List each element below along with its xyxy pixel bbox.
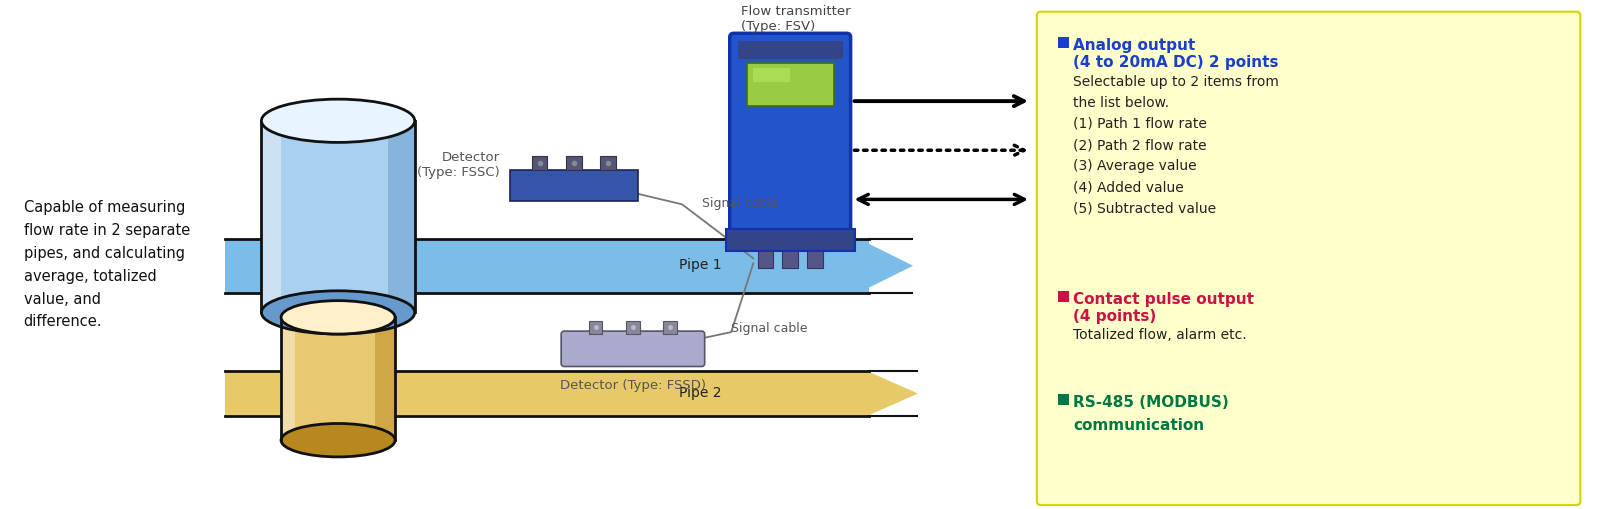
Ellipse shape [261, 291, 414, 334]
Bar [282, 318, 395, 440]
Bar [664, 322, 677, 334]
Ellipse shape [282, 423, 395, 457]
Text: Pipe 1: Pipe 1 [678, 257, 722, 271]
Bar [1059, 394, 1069, 405]
Text: Detector: Detector [442, 151, 501, 164]
Text: Capable of measuring
flow rate in 2 separate
pipes, and calculating
average, tot: Capable of measuring flow rate in 2 sepa… [24, 200, 190, 329]
FancyBboxPatch shape [747, 64, 834, 107]
Polygon shape [387, 122, 414, 313]
Bar [226, 372, 869, 416]
Text: Analog output: Analog output [1074, 38, 1195, 53]
Bar [758, 251, 773, 269]
Bar [806, 251, 822, 269]
Text: Signal cable: Signal cable [731, 321, 808, 334]
Text: (4 to 20mA DC) 2 points: (4 to 20mA DC) 2 points [1074, 55, 1278, 70]
Text: Pipe 2: Pipe 2 [678, 385, 722, 399]
Bar [226, 239, 869, 293]
Text: Detector (Type: FSSD): Detector (Type: FSSD) [560, 379, 706, 391]
Polygon shape [374, 318, 395, 440]
Ellipse shape [282, 301, 395, 334]
Text: Totalized flow, alarm etc.: Totalized flow, alarm etc. [1074, 327, 1246, 342]
Bar [510, 171, 638, 202]
Bar [738, 42, 843, 60]
Bar [589, 322, 603, 334]
Bar [726, 230, 854, 251]
FancyArrow shape [869, 372, 918, 415]
Polygon shape [282, 318, 296, 440]
Text: Selectable up to 2 items from
the list below.
(1) Path 1 flow rate
(2) Path 2 fl: Selectable up to 2 items from the list b… [1074, 74, 1278, 215]
FancyBboxPatch shape [562, 331, 704, 367]
Text: (4 points): (4 points) [1074, 308, 1157, 323]
Bar [261, 122, 414, 313]
Bar [600, 157, 616, 171]
Text: Signal cable: Signal cable [702, 197, 778, 210]
Text: (Type: FSSC): (Type: FSSC) [418, 165, 501, 179]
Text: Flow transmitter
(Type: FSV): Flow transmitter (Type: FSV) [741, 5, 851, 33]
Bar [531, 157, 547, 171]
Ellipse shape [261, 100, 414, 143]
Bar [782, 251, 798, 269]
FancyArrow shape [869, 244, 914, 288]
Bar [1059, 291, 1069, 302]
Polygon shape [261, 122, 280, 313]
FancyBboxPatch shape [730, 34, 851, 233]
Text: RS-485 (MODBUS)
communication: RS-485 (MODBUS) communication [1074, 394, 1229, 432]
Bar [754, 69, 790, 83]
FancyBboxPatch shape [1037, 13, 1581, 505]
Bar [626, 322, 640, 334]
Text: Contact pulse output: Contact pulse output [1074, 291, 1254, 306]
Bar [1059, 38, 1069, 49]
Bar [566, 157, 582, 171]
